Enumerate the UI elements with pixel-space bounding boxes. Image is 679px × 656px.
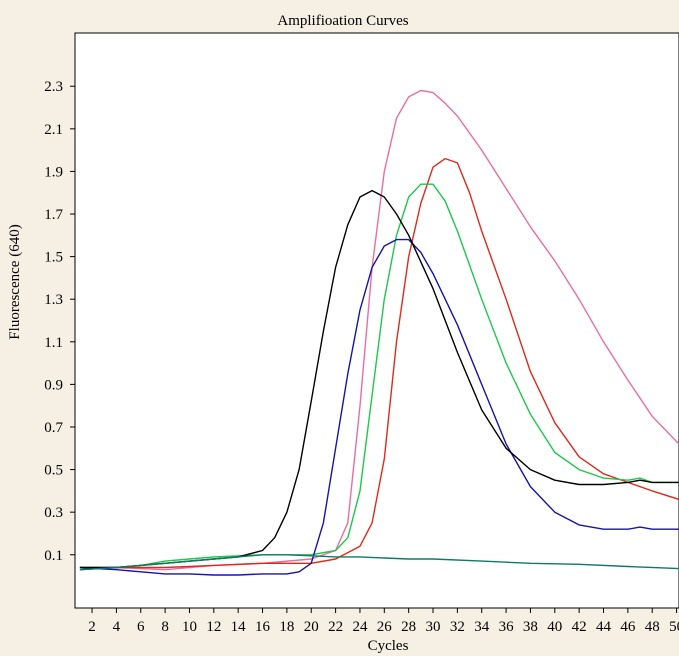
- y-tick-label: 0.9: [44, 377, 63, 393]
- x-tick-label: 20: [304, 619, 319, 635]
- y-tick-label: 1.7: [44, 207, 63, 223]
- x-tick-label: 26: [377, 619, 393, 635]
- x-tick-label: 42: [572, 619, 587, 635]
- x-tick-label: 10: [182, 619, 197, 635]
- x-tick-label: 16: [255, 619, 271, 635]
- y-tick-label: 2.1: [44, 122, 63, 138]
- x-tick-label: 14: [231, 619, 247, 635]
- y-tick-label: 1.5: [44, 250, 63, 266]
- x-tick-label: 46: [620, 619, 636, 635]
- y-tick-label: 0.1: [44, 548, 63, 564]
- x-tick-label: 6: [137, 619, 145, 635]
- y-tick-label: 0.5: [44, 463, 63, 479]
- plot-area: [74, 32, 679, 609]
- x-tick-label: 30: [426, 619, 441, 635]
- x-tick-label: 40: [547, 619, 562, 635]
- x-tick-label: 36: [499, 619, 515, 635]
- series-line-2: [79, 157, 679, 569]
- y-tick-label: 1.3: [44, 292, 63, 308]
- x-axis: 2 4 6 8 10 12 14 16 18 20 22 24 26 28 30 32 34 36 38 40 42 44…: [88, 608, 679, 635]
- y-tick-label: 1.9: [44, 164, 63, 180]
- x-axis-label: Cycles: [368, 638, 409, 654]
- x-tick-label: 28: [401, 619, 416, 635]
- x-tick-label: 4: [113, 619, 121, 635]
- x-tick-label: 44: [596, 619, 612, 635]
- x-tick-label: 24: [352, 619, 368, 635]
- y-tick-label: 0.3: [44, 505, 63, 521]
- series-line-6: [79, 554, 679, 571]
- chart-title: Amplifioation Curves: [277, 13, 408, 29]
- x-tick-label: 50: [669, 619, 679, 635]
- series-line-3: [79, 183, 679, 571]
- series-layer: [79, 89, 679, 576]
- y-axis: 0.1 0.3 0.5 0.7 0.9 1.1 1.3 1.5 1.7 1.9 2.1 2.3: [44, 79, 75, 564]
- x-tick-label: 48: [645, 619, 660, 635]
- y-axis-label: Fluorescence (640): [7, 224, 23, 339]
- x-tick-label: 34: [474, 619, 490, 635]
- x-tick-label: 22: [328, 619, 343, 635]
- x-tick-label: 8: [161, 619, 169, 635]
- x-tick-label: 32: [450, 619, 465, 635]
- x-tick-label: 2: [88, 619, 96, 635]
- series-line-1: [79, 89, 679, 571]
- series-line-5: [79, 189, 679, 569]
- x-tick-label: 18: [279, 619, 294, 635]
- x-tick-label: 12: [206, 619, 221, 635]
- series-line-4: [79, 238, 679, 576]
- y-tick-label: 2.3: [44, 79, 63, 95]
- y-tick-label: 0.7: [44, 420, 63, 436]
- x-tick-label: 38: [523, 619, 538, 635]
- y-tick-label: 1.1: [44, 335, 63, 351]
